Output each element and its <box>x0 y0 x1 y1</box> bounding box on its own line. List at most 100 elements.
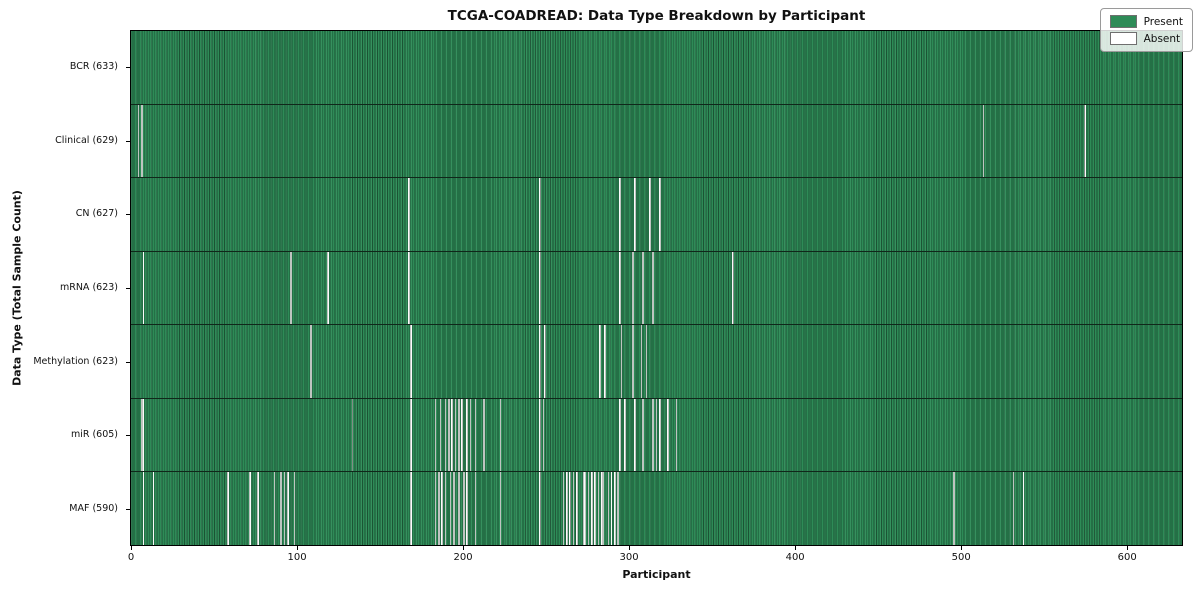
y-tick-label-Clinical: Clinical (629) <box>55 134 118 146</box>
absent-cell <box>614 472 616 546</box>
x-tick-label-100: 100 <box>287 552 307 563</box>
y-tick-label-miR: miR (605) <box>70 429 118 441</box>
absent-cell <box>1084 104 1086 178</box>
absent-cell <box>539 398 542 472</box>
absent-cell <box>408 178 410 251</box>
absent-cell <box>140 398 143 472</box>
y-tick-label-mRNA: mRNA (623) <box>59 282 118 293</box>
absent-cell <box>599 325 601 398</box>
absent-cell <box>409 325 412 398</box>
absent-cell <box>290 251 293 325</box>
absent-cell <box>569 472 571 546</box>
absent-cell <box>542 398 545 472</box>
absent-cell <box>444 472 447 546</box>
absent-cell <box>458 472 460 546</box>
absent-cell <box>620 325 623 398</box>
absent-cell <box>640 325 643 398</box>
y-tick-label-CN: CN (627) <box>75 208 118 220</box>
absent-cell <box>444 398 447 472</box>
x-tick-label-200: 200 <box>453 552 473 563</box>
absent-cell <box>152 472 155 546</box>
heatmap-row-CN <box>131 177 1182 251</box>
legend-label-present: Present <box>1143 15 1183 28</box>
x-tick-label-500: 500 <box>951 552 971 563</box>
legend-entry-present: Present <box>1109 15 1183 28</box>
absent-cell <box>600 472 603 546</box>
x-tick-mark <box>961 546 963 550</box>
absent-cell <box>575 472 578 546</box>
absent-cell <box>351 398 354 472</box>
absent-cell <box>137 104 140 178</box>
y-tick-mark <box>126 66 130 68</box>
absent-cell <box>283 472 286 546</box>
y-tick-mark <box>126 140 130 142</box>
absent-cell <box>539 178 542 251</box>
absent-cell <box>458 398 460 472</box>
absent-cell <box>982 104 985 178</box>
y-tick-mark <box>126 509 130 511</box>
absent-cell <box>1022 472 1025 546</box>
x-tick-mark <box>463 546 465 550</box>
absent-cell <box>499 398 502 472</box>
absent-cell <box>539 472 542 546</box>
x-tick-label-600: 600 <box>1117 552 1137 563</box>
x-tick-label-0: 0 <box>127 552 135 563</box>
absent-cell <box>466 472 469 546</box>
legend: Present Absent <box>1099 8 1193 52</box>
absent-cell <box>273 472 276 546</box>
absent-cell <box>539 251 542 325</box>
chart-title: TCGA-COADREAD: Data Type Breakdown by Pa… <box>447 8 866 24</box>
absent-cell <box>610 472 613 546</box>
absent-cell <box>463 472 465 546</box>
absent-cell <box>438 472 440 546</box>
absent-cell <box>652 251 654 325</box>
x-axis: 0 100 200 300 400 500 600 <box>127 546 1182 576</box>
absent-cell <box>584 472 586 546</box>
absent-cell <box>280 472 283 546</box>
x-tick-label-300: 300 <box>619 552 639 563</box>
y-tick-mark <box>126 214 130 216</box>
absent-cell <box>466 398 469 472</box>
absent-cell <box>1012 472 1015 546</box>
absent-cell <box>140 104 143 178</box>
absent-cell <box>408 251 410 325</box>
absent-cell <box>658 178 661 251</box>
absent-cell <box>624 398 626 472</box>
absent-cell <box>482 398 485 472</box>
absent-cell <box>619 251 621 325</box>
x-tick-mark <box>1127 546 1129 550</box>
absent-cell <box>293 472 296 546</box>
absent-cell <box>590 472 593 546</box>
absent-cell <box>658 398 661 472</box>
absent-cell <box>409 398 412 472</box>
absent-cell <box>602 472 605 546</box>
absent-cell <box>619 398 621 472</box>
absent-cell <box>652 398 654 472</box>
absent-cell <box>474 398 477 472</box>
legend-swatch-present <box>1109 15 1137 28</box>
absent-cell <box>566 472 568 546</box>
plot-area <box>130 30 1183 546</box>
y-axis: BCR (633) Clinical (629) CN (627) mRNA (623… <box>0 30 124 546</box>
heatmap-row-BCR <box>131 31 1182 104</box>
absent-cell <box>439 398 442 472</box>
absent-cell <box>449 472 452 546</box>
y-tick-label-MAF: MAF (590) <box>69 503 118 515</box>
absent-cell <box>634 398 636 472</box>
absent-cell <box>448 398 450 472</box>
absent-cell <box>562 472 565 546</box>
legend-entry-absent: Absent <box>1109 32 1183 45</box>
absent-cell <box>544 325 547 398</box>
absent-cell <box>142 398 145 472</box>
absent-cell <box>649 178 651 251</box>
y-tick-label-BCR: BCR (633) <box>69 60 118 72</box>
absent-cell <box>326 251 329 325</box>
y-tick-mark <box>126 361 130 363</box>
absent-cell <box>587 472 590 546</box>
absent-cell <box>645 325 648 398</box>
legend-label-absent: Absent <box>1143 32 1181 45</box>
heatmap-row-MAF <box>131 471 1182 546</box>
absent-cell <box>287 472 289 546</box>
absent-cell <box>572 472 575 546</box>
